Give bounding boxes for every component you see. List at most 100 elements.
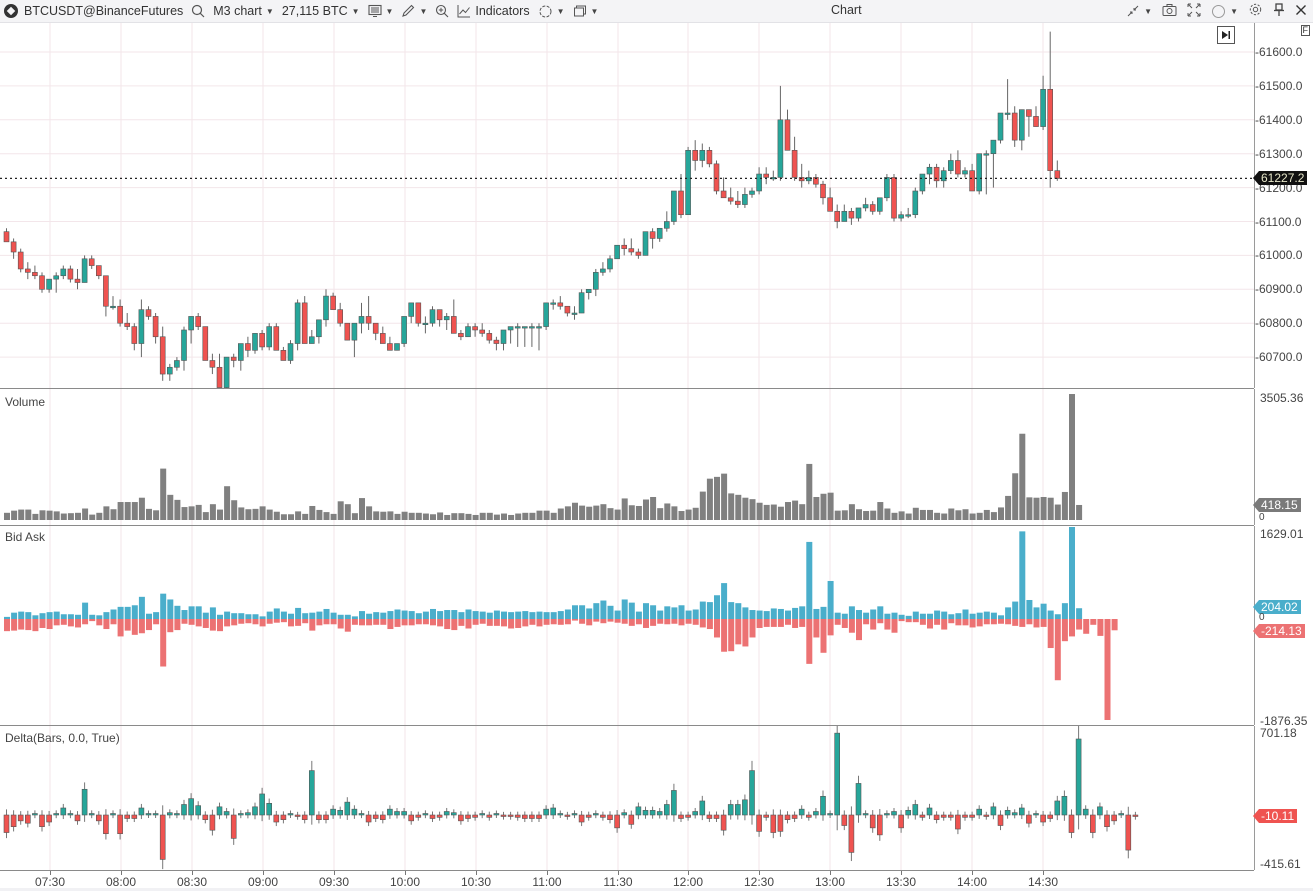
pin-icon[interactable] — [1273, 2, 1285, 20]
delta-bar — [280, 811, 287, 824]
ask-bar — [628, 619, 635, 626]
volume-bar — [337, 501, 344, 520]
ask-bar — [657, 619, 664, 624]
drawing-tools-dropdown[interactable]: ▼ — [401, 4, 427, 18]
bidask-axis[interactable]: 1629.01 204.02 0 -214.13 -1876.35 — [1253, 526, 1313, 728]
delta-bar — [316, 811, 322, 824]
ask-bar — [934, 619, 941, 625]
bidask-pane-label: Bid Ask — [5, 530, 46, 544]
price-axis[interactable]: F -61600.0 -61500.0 -61400.0 -61300.0 -61200… — [1252, 23, 1313, 388]
bid-bar — [75, 614, 81, 619]
delta-bar — [706, 811, 713, 823]
delta-pane[interactable]: Delta(Bars, 0.0, True) — [0, 726, 1254, 870]
bid-bar — [600, 600, 607, 619]
ask-bar — [458, 619, 465, 626]
ask-bar — [614, 619, 621, 623]
delta-bar — [614, 810, 620, 833]
ask-bar — [479, 619, 486, 624]
theme-dropdown[interactable]: ▼ — [1211, 4, 1238, 19]
chevron-down-icon: ▼ — [265, 6, 274, 16]
delta-bar — [997, 810, 1004, 831]
volume-bar — [344, 504, 351, 520]
ask-bar — [1033, 619, 1040, 628]
volume-zero-label: 0 — [1259, 512, 1265, 523]
delta-bar — [692, 807, 699, 819]
monitor-dropdown[interactable]: ▼ — [367, 4, 393, 18]
candle — [962, 167, 968, 178]
delta-bar — [486, 811, 493, 821]
symbol-selector[interactable]: BTCUSDT@BinanceFutures — [24, 4, 183, 18]
bid-bar — [280, 611, 287, 619]
time-tick — [1043, 871, 1044, 875]
bid-bar — [706, 602, 713, 619]
price-pane[interactable] — [0, 23, 1254, 389]
volume-bar — [309, 505, 316, 520]
volume-bar — [770, 504, 777, 520]
crosshair-icon — [539, 5, 552, 17]
volume-pane[interactable]: Volume — [0, 389, 1254, 526]
delta-bar — [500, 811, 507, 820]
volume-bar — [231, 500, 238, 520]
logo-icon[interactable] — [4, 4, 18, 18]
bid-bar — [749, 610, 756, 619]
fullscreen-icon[interactable] — [1187, 3, 1201, 20]
ask-bar — [337, 619, 344, 629]
ask-bar — [1054, 619, 1061, 681]
candle — [663, 211, 670, 232]
delta-bar — [521, 811, 528, 823]
volume-bar — [259, 506, 266, 520]
volume-bar — [238, 507, 245, 520]
volume-filter-dropdown[interactable]: 27,115 BTC ▼ — [282, 4, 360, 18]
chevron-down-icon: ▼ — [590, 6, 599, 16]
delta-bar — [663, 799, 670, 820]
volume-bar — [245, 509, 252, 520]
volume-bar — [1026, 497, 1033, 520]
time-label: 12:30 — [743, 875, 775, 889]
delta-bar — [905, 806, 912, 819]
timeframe-dropdown[interactable]: M3 chart ▼ — [213, 4, 274, 18]
delta-bar — [742, 794, 748, 821]
candle — [919, 173, 926, 195]
candle — [308, 329, 315, 344]
bid-bar — [25, 612, 32, 619]
candle — [685, 146, 691, 216]
layers-dropdown[interactable]: ▼ — [573, 4, 599, 18]
volume-bar — [4, 512, 10, 520]
search-icon[interactable] — [191, 4, 205, 18]
bid-bar — [550, 612, 557, 619]
candle — [543, 302, 549, 330]
candle — [869, 201, 876, 215]
delta-axis[interactable]: 701.18 -10.11 -415.61 — [1252, 726, 1313, 871]
volume-bar — [1054, 504, 1061, 520]
gear-icon[interactable] — [1248, 2, 1263, 20]
time-axis[interactable]: 07:30 08:00 08:30 09:00 09:30 10:00 10:30 11:00… — [0, 870, 1254, 892]
bid-bar — [309, 612, 316, 619]
camera-icon[interactable] — [1162, 3, 1177, 20]
bidask-pane[interactable]: Bid Ask — [0, 526, 1254, 726]
bid-bar — [174, 605, 181, 619]
ask-bar — [167, 619, 174, 633]
candle — [195, 313, 201, 330]
bid-bar — [877, 606, 884, 619]
bid-bar — [863, 612, 870, 619]
zoom-in-icon[interactable] — [435, 4, 449, 18]
ask-bar — [834, 619, 841, 625]
candle — [912, 187, 919, 219]
time-label: 13:00 — [814, 875, 846, 889]
delta-bar — [763, 811, 770, 821]
candle — [805, 170, 812, 185]
time-tick — [334, 871, 335, 875]
indicators-label: Indicators — [475, 4, 530, 18]
volume-axis[interactable]: 3505.36 418.15 0 — [1253, 389, 1313, 525]
candle — [514, 323, 521, 347]
f-toggle-button[interactable]: F — [1300, 25, 1310, 36]
shrink-dropdown[interactable]: ▼ — [1126, 4, 1152, 18]
indicators-button[interactable]: Indicators — [457, 4, 530, 18]
ask-bar — [1047, 619, 1054, 649]
price-tick-label: -61000.0 — [1255, 248, 1303, 263]
crosshair-dropdown[interactable]: ▼ — [538, 4, 565, 19]
scroll-to-realtime-button[interactable] — [1217, 26, 1235, 44]
close-icon[interactable] — [1295, 4, 1307, 19]
candle — [656, 227, 663, 242]
volume-bar — [401, 511, 408, 520]
